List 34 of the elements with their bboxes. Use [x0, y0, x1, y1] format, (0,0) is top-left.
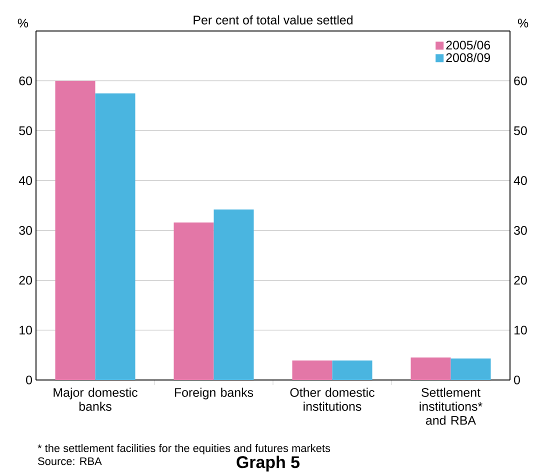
- y-tick-label: 0: [26, 376, 32, 384]
- y2-tick-label: 40: [514, 176, 527, 185]
- y2-tick-label: 30: [514, 226, 527, 235]
- bar: [95, 93, 136, 380]
- y2-tick-label: 60: [514, 76, 527, 86]
- caption: Graph 5: [236, 456, 300, 472]
- bar: [332, 360, 372, 380]
- y2-tick-label: 10: [514, 326, 527, 335]
- chart-subtitle: Per cent of total value settled: [194, 15, 352, 24]
- legend-label: 2008/09: [446, 52, 490, 62]
- y2-axis-title: %: [518, 18, 528, 28]
- legend-label: 2005/06: [446, 40, 490, 50]
- bar: [410, 358, 451, 380]
- bar: [450, 358, 491, 380]
- bar: [214, 209, 254, 380]
- source-note: Source: RBA: [38, 457, 102, 466]
- bar: [55, 80, 96, 380]
- x-tick-label: Settlement institutions* and RBA: [420, 388, 482, 425]
- y-tick-label: 60: [19, 76, 32, 86]
- text: * the settlement facilities for the equities and futures markets: [38, 444, 330, 454]
- x-tick-label: Foreign banks: [174, 388, 254, 400]
- y-tick-label: 20: [19, 276, 32, 285]
- x-tick-label: Major domestic banks: [54, 388, 138, 411]
- y-tick-label: 40: [18, 176, 32, 185]
- y2-tick-label: 50: [514, 126, 527, 136]
- bar: [174, 222, 214, 380]
- x-tick-label: Other domestic institutions: [290, 388, 374, 411]
- y-axis-title: %: [18, 18, 28, 28]
- y-tick-label: 30: [19, 226, 32, 235]
- y-tick-label: 50: [19, 126, 32, 136]
- y-tick-label: 10: [20, 326, 32, 335]
- y2-tick-label: 20: [514, 276, 527, 285]
- bar: [292, 360, 332, 380]
- y2-tick-label: 0: [514, 376, 520, 384]
